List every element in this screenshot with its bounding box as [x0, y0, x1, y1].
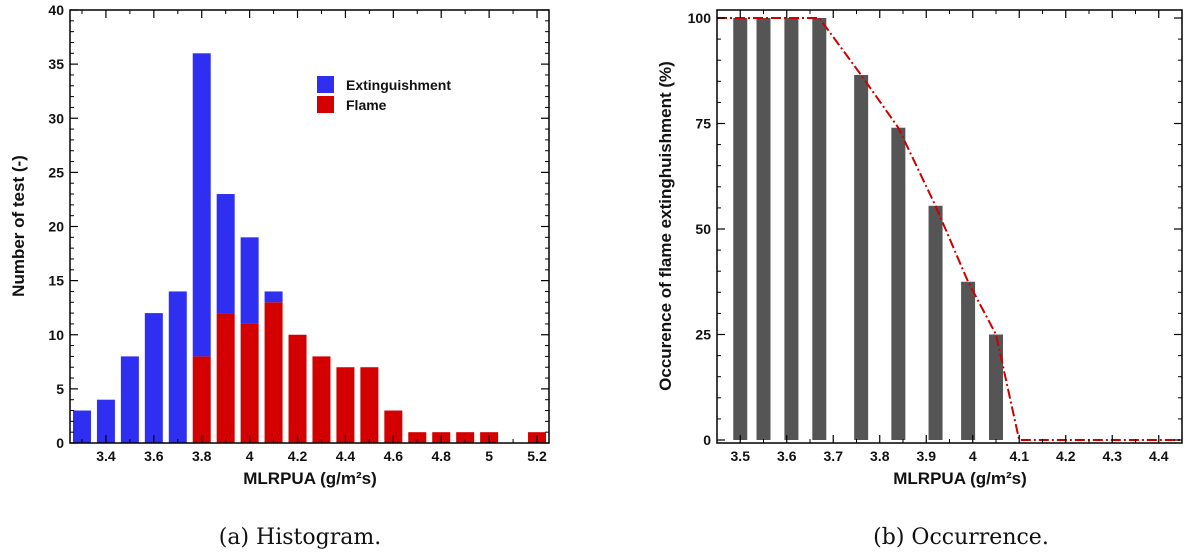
bar-flame [408, 432, 427, 443]
bar-flame [264, 302, 283, 443]
bar-occurrence [891, 127, 906, 440]
y-tick-label: 20 [48, 219, 64, 235]
histogram-bars [72, 53, 547, 443]
bar-occurrence [928, 205, 943, 440]
bar-extinguishment [216, 194, 235, 314]
y-tick-label: 35 [48, 56, 64, 72]
y-tick-label: 25 [48, 164, 64, 180]
x-tick-label: 4.2 [288, 448, 308, 464]
x-tick-label: 4 [969, 448, 977, 464]
occurrence-x-axis-label: MLRPUA (g/m²s) [893, 469, 1026, 488]
bar-flame [312, 356, 331, 443]
x-tick-label: 4.4 [1149, 448, 1169, 464]
histogram-y-axis-label: Number of test (-) [9, 155, 28, 297]
bar-occurrence [961, 281, 976, 440]
x-tick-label: 3.7 [824, 448, 844, 464]
legend-label-flame: Flame [346, 97, 387, 113]
bar-flame [288, 334, 307, 443]
occurrence-y-axis-label: Occurence of flame extinghuishment (%) [656, 61, 675, 391]
x-tick-label: 4.1 [1010, 448, 1030, 464]
y-tick-label: 50 [695, 221, 711, 237]
y-tick-label: 5 [56, 381, 64, 397]
x-tick-label: 4 [246, 448, 254, 464]
x-tick-label: 5 [485, 448, 493, 464]
bar-extinguishment [120, 356, 139, 443]
bar-occurrence [989, 334, 1003, 440]
bar-extinguishment [240, 237, 259, 324]
x-tick-label: 4.6 [384, 448, 404, 464]
histogram-ticks: 3.4 3.6 3.8 4 4.2 4.4 4.6 4.8 5 5.2 0 5 10 15 20 25 30 35… [48, 2, 549, 464]
legend-swatch-extinguishment [317, 76, 334, 93]
x-tick-label: 3.6 [777, 448, 797, 464]
bar-flame [336, 367, 355, 443]
bar-extinguishment [168, 291, 187, 443]
bar-flame [240, 323, 259, 443]
bar-occurrence [784, 18, 799, 440]
bar-occurrence [733, 18, 748, 440]
bar-flame [192, 356, 211, 443]
y-tick-label: 100 [688, 10, 712, 26]
bar-extinguishment [96, 399, 115, 443]
y-tick-label: 40 [48, 2, 64, 18]
x-tick-label: 4.4 [336, 448, 356, 464]
x-tick-label: 3.8 [870, 448, 890, 464]
legend-label-extinguishment: Extinguishment [346, 77, 451, 93]
legend-swatch-flame [317, 96, 334, 113]
x-tick-label: 3.4 [96, 448, 116, 464]
histogram-legend: Extinguishment Flame [317, 76, 451, 113]
x-tick-label: 3.6 [144, 448, 164, 464]
bar-flame [216, 313, 235, 443]
y-tick-label: 15 [48, 273, 64, 289]
bar-extinguishment [192, 53, 211, 357]
histogram-caption: (a) Histogram. [219, 525, 381, 550]
bar-extinguishment [264, 291, 283, 303]
y-tick-label: 10 [48, 327, 64, 343]
y-tick-label: 75 [695, 116, 711, 132]
histogram-chart: 3.4 3.6 3.8 4 4.2 4.4 4.6 4.8 5 5.2 0 5 10 15 20 25 30 35… [9, 2, 550, 550]
bar-extinguishment [72, 410, 91, 443]
x-tick-label: 3.5 [731, 448, 751, 464]
bar-extinguishment [144, 313, 163, 443]
x-tick-label: 4.8 [431, 448, 451, 464]
bar-occurrence [812, 18, 827, 440]
x-tick-label: 5.2 [527, 448, 547, 464]
x-tick-label: 3.8 [192, 448, 212, 464]
bar-flame [456, 432, 475, 443]
occurrence-bars [733, 18, 1003, 440]
occurrence-ticks: 3.5 3.6 3.7 3.8 3.9 4 4.1 4.2 4.3 4.4 0 25 50 75 100 [688, 10, 1183, 464]
occurrence-trend-line [717, 17, 1182, 441]
bar-occurrence [756, 18, 771, 440]
occurrence-caption: (b) Occurrence. [873, 525, 1049, 550]
bar-occurrence [854, 74, 869, 440]
x-tick-label: 3.9 [917, 448, 937, 464]
y-tick-label: 25 [695, 327, 711, 343]
x-tick-label: 4.3 [1103, 448, 1123, 464]
bar-flame [360, 367, 379, 443]
x-tick-label: 4.2 [1056, 448, 1076, 464]
bar-flame [384, 410, 403, 443]
y-tick-label: 0 [703, 432, 711, 448]
y-tick-label: 0 [56, 435, 64, 451]
histogram-x-axis-label: MLRPUA (g/m²s) [243, 469, 376, 488]
histogram-plot-frame [69, 9, 550, 444]
occurrence-chart: 3.5 3.6 3.7 3.8 3.9 4 4.1 4.2 4.3 4.4 0 25 50 75 100 M… [656, 9, 1183, 550]
y-tick-label: 30 [48, 110, 64, 126]
